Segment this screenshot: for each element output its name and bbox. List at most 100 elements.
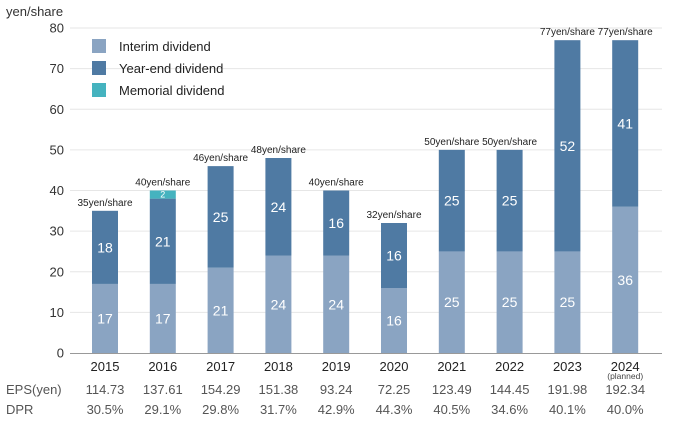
legend-label: Interim dividend (119, 39, 211, 54)
bar-segment (149, 198, 176, 284)
bar-segment (92, 283, 118, 353)
total-label: 32yen/share (366, 210, 421, 221)
bar-value-label: 2 (160, 190, 165, 200)
table-cell: 29.1% (144, 402, 181, 417)
table-cell: 31.7% (260, 402, 297, 417)
bar-segment (207, 267, 234, 353)
bar-value-label: 52 (560, 138, 576, 154)
table-cell: 72.25 (378, 382, 411, 397)
bar-segment (323, 190, 350, 256)
y-tick-label: 10 (50, 305, 64, 320)
table-cell: 40.1% (549, 402, 586, 417)
bar-segment (381, 223, 407, 288)
bar-segment (207, 166, 234, 268)
bar-value-label: 25 (560, 294, 576, 310)
bar-segment (612, 40, 639, 207)
y-tick-label: 40 (50, 183, 64, 198)
bar-value-label: 17 (155, 310, 171, 326)
table-cell: 93.24 (320, 382, 353, 397)
bar-value-label: 25 (213, 209, 229, 225)
table-cell: 114.73 (86, 382, 125, 397)
table-cell: 123.49 (432, 382, 472, 397)
bar-segment (265, 255, 292, 353)
bar-segment (554, 251, 581, 353)
bar-value-label: 25 (502, 193, 518, 209)
y-tick-label: 70 (50, 61, 64, 76)
x-tick-label: 2023 (553, 359, 582, 374)
x-tick-label: 2022 (495, 359, 524, 374)
bar-segment (92, 210, 118, 284)
x-tick-label: 2017 (206, 359, 235, 374)
bar-value-label: 18 (97, 239, 113, 255)
total-label: 77yen/share (540, 27, 595, 38)
legend-swatch (92, 83, 106, 97)
bar-segment (496, 149, 523, 252)
total-label: 46yen/share (193, 153, 248, 164)
total-label: 50yen/share (424, 137, 479, 148)
bar-segment (612, 206, 639, 353)
table-cell: 192.34 (605, 382, 645, 397)
table-cell: 137.61 (143, 382, 183, 397)
total-label: 50yen/share (482, 137, 537, 148)
table-cell: 42.9% (318, 402, 355, 417)
y-tick-label: 60 (50, 102, 64, 117)
y-tick-label: 0 (57, 346, 64, 361)
bar-segment (149, 283, 176, 353)
bar-value-label: 25 (502, 294, 518, 310)
legend-swatch (92, 39, 106, 53)
total-label: 35yen/share (77, 198, 132, 209)
bar-value-label: 17 (97, 310, 113, 326)
table-cell: 30.5% (87, 402, 124, 417)
bar-segment (438, 251, 465, 353)
total-label: 40yen/share (135, 178, 190, 189)
x-tick-label: 2018 (264, 359, 293, 374)
total-label: 77yen/share (598, 27, 653, 38)
table-cell: 34.6% (491, 402, 528, 417)
x-tick-label: 2019 (322, 359, 351, 374)
x-tick-label: 2024 (611, 359, 640, 374)
table-cell: 151.38 (259, 382, 299, 397)
bar-segment (381, 288, 407, 353)
y-tick-label: 30 (50, 224, 64, 239)
x-tick-label: 2015 (91, 359, 120, 374)
table-row-label: DPR (6, 402, 33, 417)
legend-label: Memorial dividend (119, 83, 225, 98)
total-label: 40yen/share (309, 178, 364, 189)
bar-value-label: 21 (155, 233, 171, 249)
y-tick-label: 50 (50, 142, 64, 157)
bar-segment (554, 40, 581, 252)
bar-segment (149, 190, 176, 199)
bar-value-label: 41 (617, 115, 633, 131)
bar-value-label: 16 (328, 215, 344, 231)
y-tick-label: 80 (50, 21, 64, 36)
bar-value-label: 24 (271, 199, 287, 215)
bar-value-label: 24 (271, 296, 287, 312)
bar-value-label: 21 (213, 302, 229, 318)
table-cell: 191.98 (548, 382, 588, 397)
bar-value-label: 36 (617, 272, 633, 288)
table-cell: 29.8% (202, 402, 239, 417)
table-cell: 40.5% (433, 402, 470, 417)
x-tick-label: 2016 (148, 359, 177, 374)
table-cell: 144.45 (490, 382, 530, 397)
bar-value-label: 25 (444, 294, 460, 310)
table-cell: 40.0% (607, 402, 644, 417)
bar-value-label: 16 (386, 313, 402, 329)
bar-segment (323, 255, 350, 353)
bar-segment (496, 251, 523, 353)
bar-value-label: 25 (444, 193, 460, 209)
legend-label: Year-end dividend (119, 61, 223, 76)
table-cell: 44.3% (376, 402, 413, 417)
y-tick-label: 20 (50, 264, 64, 279)
bar-value-label: 16 (386, 248, 402, 264)
bar-segment (438, 149, 465, 252)
bar-segment (265, 158, 292, 256)
table-cell: 154.29 (201, 382, 241, 397)
y-axis-unit-label: yen/share (6, 4, 63, 19)
x-tick-label: 2021 (437, 359, 466, 374)
x-tick-label: 2020 (380, 359, 409, 374)
table-row-label: EPS(yen) (6, 382, 62, 397)
x-tick-note: (planned) (607, 371, 643, 381)
legend-swatch (92, 61, 106, 75)
